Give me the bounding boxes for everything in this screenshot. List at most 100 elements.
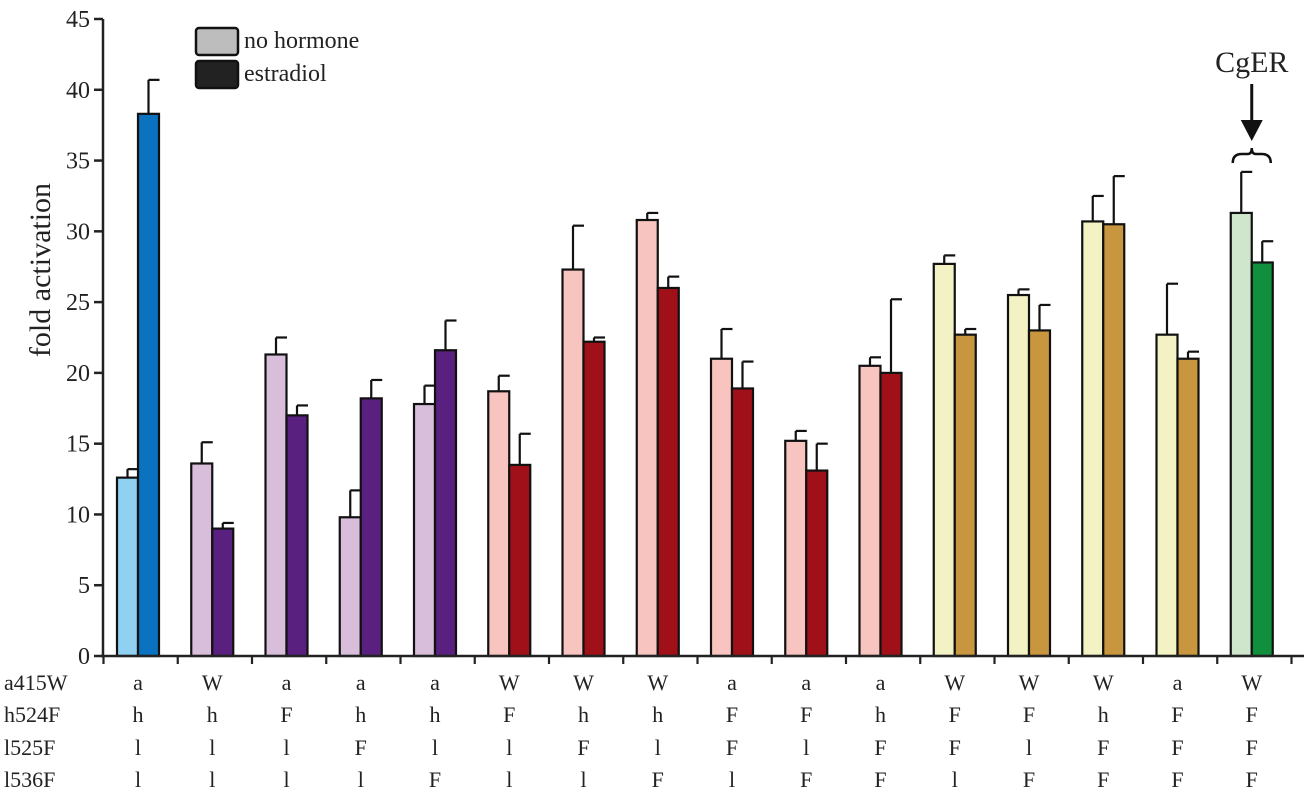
y-tick-label: 20 — [66, 361, 90, 387]
mutation-cell: h — [652, 702, 663, 727]
mutation-cell: a — [430, 670, 440, 695]
legend: no hormone estradiol — [194, 26, 359, 90]
mutation-cell: W — [1019, 670, 1040, 695]
mutation-cell: W — [1241, 670, 1262, 695]
bar-no-hormone — [709, 357, 734, 658]
mutation-cell: h — [1098, 702, 1109, 727]
mutation-cell: l — [1026, 735, 1032, 760]
mutation-cell: a — [801, 670, 811, 695]
legend-label-estradiol: estradiol — [244, 61, 327, 87]
mutation-cell: l — [952, 767, 958, 792]
mutation-cell: F — [1171, 767, 1183, 792]
mutation-cell: F — [1097, 735, 1109, 760]
y-tick-label: 10 — [66, 502, 90, 528]
bar-estradiol — [285, 414, 309, 658]
mutation-cell: F — [800, 702, 812, 727]
bars-layer — [115, 78, 1274, 658]
mutation-row-label: l525F — [4, 735, 55, 760]
mutation-cell: W — [499, 670, 520, 695]
bar-no-hormone — [932, 262, 956, 658]
mutation-cell: l — [209, 767, 215, 792]
bar-no-hormone — [487, 390, 511, 658]
bar-no-hormone — [115, 476, 140, 658]
mutation-cell: F — [1246, 767, 1258, 792]
bar-no-hormone — [1081, 220, 1105, 658]
bar-estradiol — [359, 397, 383, 658]
bar-estradiol — [1250, 261, 1274, 658]
bar-estradiol — [582, 340, 606, 658]
x-axis — [101, 654, 1304, 664]
mutation-cell: h — [578, 702, 589, 727]
bar-estradiol — [136, 112, 161, 658]
mutation-cell: l — [580, 767, 586, 792]
mutation-cell: l — [655, 735, 661, 760]
y-tick-label: 15 — [66, 432, 90, 458]
bar-no-hormone — [412, 402, 437, 658]
mutation-cell: a — [1173, 670, 1183, 695]
mutation-cell: a — [282, 670, 292, 695]
mutation-cell: h — [430, 702, 441, 727]
mutation-cell: F — [1097, 767, 1109, 792]
mutation-cell: F — [577, 735, 589, 760]
mutation-cell: l — [506, 767, 512, 792]
mutation-cell: a — [133, 670, 143, 695]
mutation-cell: F — [280, 702, 292, 727]
bar-no-hormone — [190, 462, 214, 658]
annotation-arrowhead — [1240, 120, 1263, 141]
mutation-cell: F — [1171, 735, 1183, 760]
mutation-cell: h — [355, 702, 366, 727]
mutation-cell: F — [949, 702, 961, 727]
mutation-cell: l — [135, 767, 141, 792]
bar-estradiol — [1176, 357, 1200, 658]
mutation-row-label: h524F — [4, 702, 60, 727]
mutation-cell: a — [356, 670, 366, 695]
mutation-cell: a — [876, 670, 886, 695]
y-tick-label: 35 — [66, 149, 90, 175]
bar-no-hormone — [1155, 333, 1179, 658]
bar-no-hormone — [635, 218, 659, 658]
mutation-cell: F — [652, 767, 664, 792]
bar-estradiol — [953, 333, 977, 658]
mutation-cell: l — [506, 735, 512, 760]
mutation-cell: F — [355, 735, 367, 760]
y-axis: 0 5 10 15 20 25 30 35 40 45 — [66, 7, 105, 670]
mutation-cell: l — [135, 735, 141, 760]
mutation-cell: l — [432, 735, 438, 760]
bar-no-hormone — [858, 364, 882, 658]
y-tick-label: 40 — [66, 78, 90, 104]
bar-no-hormone — [1229, 211, 1253, 658]
annotation-brace — [1231, 147, 1272, 164]
mutation-cell: F — [726, 735, 738, 760]
mutation-cell: F — [800, 767, 812, 792]
bar-no-hormone — [1006, 293, 1031, 658]
mutation-cell: h — [207, 702, 218, 727]
mutation-cell: F — [1246, 702, 1258, 727]
bar-estradiol — [1102, 223, 1126, 658]
mutation-cell: l — [209, 735, 215, 760]
mutation-row-label: l536F — [4, 767, 55, 792]
mutation-cell: h — [133, 702, 144, 727]
mutation-cell: a — [727, 670, 737, 695]
bar-no-hormone — [264, 353, 288, 658]
mutation-cell: l — [283, 735, 289, 760]
mutation-cell: F — [874, 735, 886, 760]
bar-no-hormone — [338, 516, 362, 658]
y-tick-label: 0 — [78, 644, 90, 670]
bar-estradiol — [879, 371, 903, 658]
legend-swatch-no-hormone — [194, 26, 240, 57]
bar-no-hormone — [561, 268, 585, 658]
mutation-cell: l — [803, 735, 809, 760]
y-tick-label: 45 — [66, 7, 90, 33]
y-tick-label: 30 — [66, 219, 90, 245]
mutation-cell: F — [949, 735, 961, 760]
y-axis-label: fold activation — [24, 183, 57, 357]
bar-no-hormone — [784, 439, 808, 658]
mutation-cell: F — [1023, 702, 1035, 727]
y-tick-label: 5 — [78, 573, 90, 599]
bar-estradiol — [730, 387, 755, 658]
mutation-cell: l — [729, 767, 735, 792]
bar-estradiol — [1027, 329, 1052, 658]
mutation-cell: F — [1171, 702, 1183, 727]
